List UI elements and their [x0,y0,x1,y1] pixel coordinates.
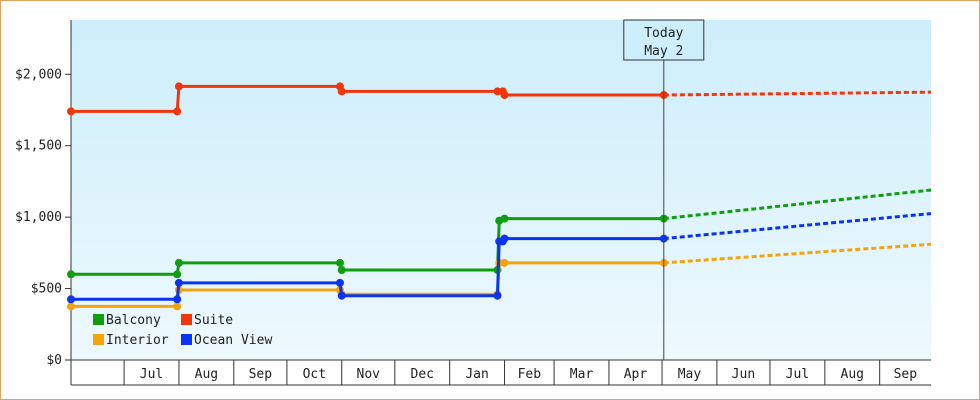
data-point [500,91,509,99]
x-tick-label: Apr [624,367,648,382]
legend: Balcony Suite Interior Ocean View [93,313,272,348]
x-tick-label: Jul [786,367,809,382]
today-label: Today [644,26,683,41]
data-point [67,295,75,304]
y-axis: $0 $500 $1,000 $1,500 $2,000 [15,20,72,368]
data-point [174,82,183,91]
x-axis: Jul Aug Sep Oct Nov Dec Jan Feb Mar Apr May Jun Jul A… [70,359,931,386]
series-suite [67,82,932,116]
y-tick-label: $1,500 [15,139,62,154]
x-tick-label: Oct [303,367,326,382]
legend-swatch [181,334,192,345]
y-tick-label: $0 [46,353,62,368]
data-point [337,87,346,96]
legend-swatch [93,334,104,345]
x-tick-label: Jul [140,367,163,382]
y-tick-label: $500 [31,282,62,297]
x-tick-label: Dec [411,367,434,382]
plot-area [71,20,931,360]
data-point [173,270,182,279]
legend-swatch [93,314,104,325]
series-layer [67,82,932,311]
data-point [337,266,346,274]
data-point [500,258,509,267]
legend-label: Interior [106,333,169,348]
legend-label: Ocean View [194,333,272,348]
x-tick-label: Sep [894,367,918,382]
x-tick-label: Aug [195,367,218,382]
legend-swatch [181,314,192,325]
legend-label: Balcony [106,313,161,328]
series-forecast-line [663,90,932,97]
y-tick-label: $1,000 [15,210,62,225]
data-point [335,258,344,267]
data-point [493,291,502,300]
data-point [173,302,182,311]
x-tick-label: Nov [357,367,381,382]
data-point [335,278,344,287]
series-forecast-line [663,212,932,241]
x-tick-label: Aug [841,367,864,382]
x-tick-label: Feb [518,367,542,382]
data-point [174,258,183,267]
legend-label: Suite [194,313,233,328]
today-marker: Today May 2 [623,19,705,360]
today-date-label: May 2 [644,44,683,59]
data-point [67,302,75,311]
x-tick-label: Mar [570,367,594,382]
x-tick-label: Sep [249,367,273,382]
data-point [67,107,75,116]
data-point [500,234,509,243]
data-point [173,295,182,304]
x-tick-label: Jan [465,367,488,382]
x-tick-label: May [678,367,702,382]
today-callout-box [623,19,705,61]
series-forecast-line [663,188,932,221]
data-point [337,291,346,300]
data-point [500,214,509,223]
x-tick-label: Jun [732,367,755,382]
data-point [173,107,182,116]
series-ocean-view [67,212,932,304]
data-point [67,270,75,279]
data-point [174,278,183,287]
series-forecast-line [663,242,932,265]
y-tick-label: $2,000 [15,67,62,82]
